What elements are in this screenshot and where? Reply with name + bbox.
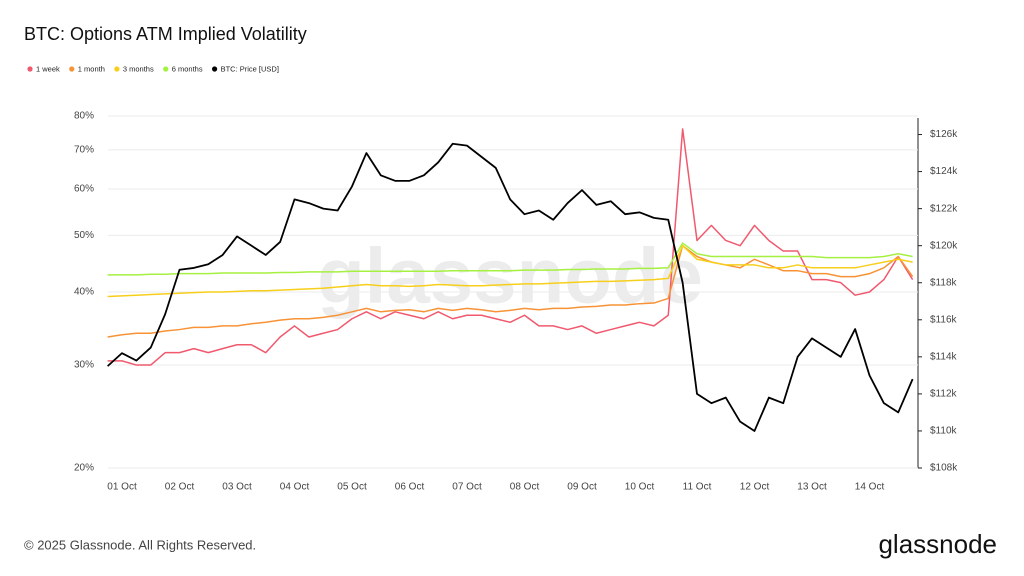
x-tick-label: 12 Oct: [740, 482, 770, 493]
legend-label: 1 week: [36, 64, 60, 73]
series-line: [107, 244, 913, 298]
x-tick-label: 05 Oct: [337, 482, 367, 493]
legend-swatch: [27, 66, 33, 72]
x-tick-label: 04 Oct: [280, 482, 310, 493]
legend-swatch: [114, 66, 120, 72]
footer: © 2025 Glassnode. All Rights Reserved.: [24, 537, 256, 552]
y2-tick-label: $112k: [930, 389, 958, 400]
y-tick-label: 70%: [74, 145, 94, 156]
y-tick-label: 60%: [74, 184, 94, 195]
legend-swatch: [211, 66, 218, 72]
legend-label: 3 months: [123, 64, 154, 73]
logo: glassnode: [878, 529, 997, 559]
x-tick-label: 07 Oct: [452, 482, 482, 493]
y-tick-label: 30%: [74, 360, 94, 371]
y2-tick-label: $126k: [930, 129, 958, 140]
y2-tick-label: $114k: [930, 351, 958, 362]
y2-tick-label: $122k: [930, 203, 958, 214]
y-tick-label: 50%: [74, 230, 94, 241]
x-tick-label: 03 Oct: [222, 482, 252, 493]
y2-tick-label: $108k: [930, 463, 958, 474]
y-tick-label: 20%: [74, 463, 94, 474]
y2-tick-label: $110k: [930, 426, 958, 437]
x-tick-label: 08 Oct: [510, 482, 540, 493]
x-tick-label: 02 Oct: [165, 482, 195, 493]
chart-title: BTC: Options ATM Implied Volatility: [24, 24, 307, 44]
x-tick-label: 01 Oct: [107, 482, 137, 493]
x-tick-label: 13 Oct: [797, 482, 827, 493]
series-line: [107, 128, 914, 366]
y-tick-label: 40%: [74, 287, 94, 298]
y-tick-label: 80%: [74, 111, 94, 122]
legend-label: BTC: Price [USD]: [221, 64, 279, 73]
y2-tick-label: $116k: [930, 314, 958, 325]
series-line: [107, 142, 914, 432]
x-tick-label: 06 Oct: [395, 482, 425, 493]
legend-swatch: [163, 66, 169, 72]
watermark: glassnode: [317, 232, 703, 320]
x-tick-label: 11 Oct: [683, 482, 712, 493]
x-tick-label: 10 Oct: [625, 482, 655, 493]
series-line: [107, 242, 913, 276]
y2-tick-label: $118k: [930, 277, 958, 288]
x-tick-label: 09 Oct: [567, 482, 597, 493]
legend-label: 6 months: [172, 64, 203, 73]
series-line: [107, 244, 914, 338]
x-tick-label: 14 Oct: [855, 482, 885, 493]
y2-tick-label: $120k: [930, 240, 958, 251]
legend-swatch: [69, 66, 75, 72]
y2-tick-label: $124k: [930, 166, 958, 177]
legend-label: 1 month: [78, 64, 105, 73]
